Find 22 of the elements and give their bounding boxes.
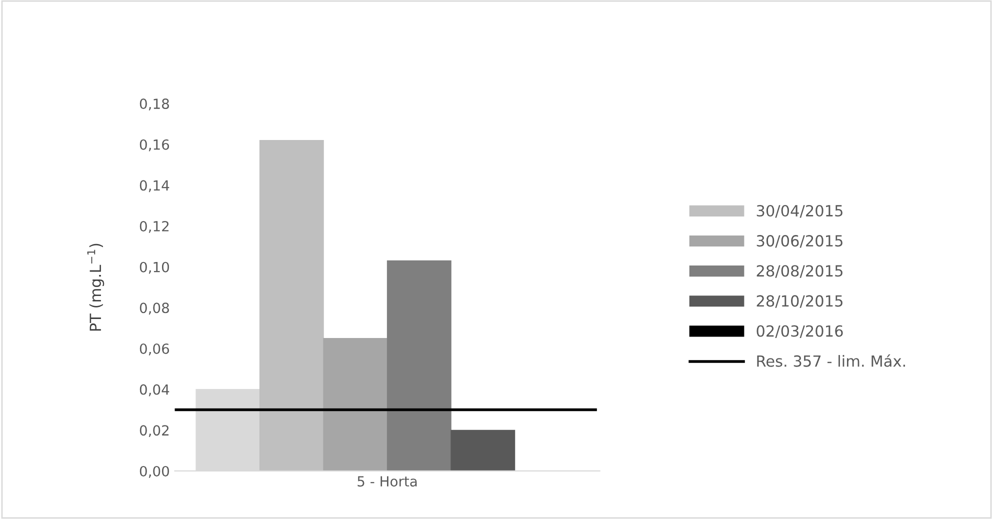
bar <box>386 260 452 471</box>
y-axis-title: PT (mg.L$^{−1}$) <box>87 244 104 331</box>
y-tick-label: 0,06 <box>140 343 170 356</box>
legend-label: 28/08/2015 <box>756 265 842 278</box>
y-tick-label: 0,04 <box>140 384 170 396</box>
bar <box>259 140 324 471</box>
y-tick-label: 0,18 <box>140 98 169 110</box>
y-tick-label: 0,16 <box>140 139 170 152</box>
y-tick-label: 0,00 <box>140 466 169 478</box>
legend-label: 02/03/2016 <box>756 325 843 338</box>
x-tick-label: 5 - Horta <box>358 476 417 487</box>
y-tick-label: 0,12 <box>140 220 169 233</box>
legend-label: 30/04/2015 <box>756 204 842 218</box>
y-tick-label: 0,14 <box>140 180 170 192</box>
y-tick-label: 0,02 <box>140 425 169 438</box>
y-tick-label: 0,08 <box>140 302 169 315</box>
legend-label: Res. 357 - lim. Máx. <box>757 354 905 367</box>
bar <box>450 430 516 471</box>
legend-label: 28/10/2015 <box>756 295 842 308</box>
y-tick-label: 0,10 <box>140 262 169 274</box>
bar <box>323 338 388 471</box>
legend-label: 30/06/2015 <box>756 235 842 248</box>
